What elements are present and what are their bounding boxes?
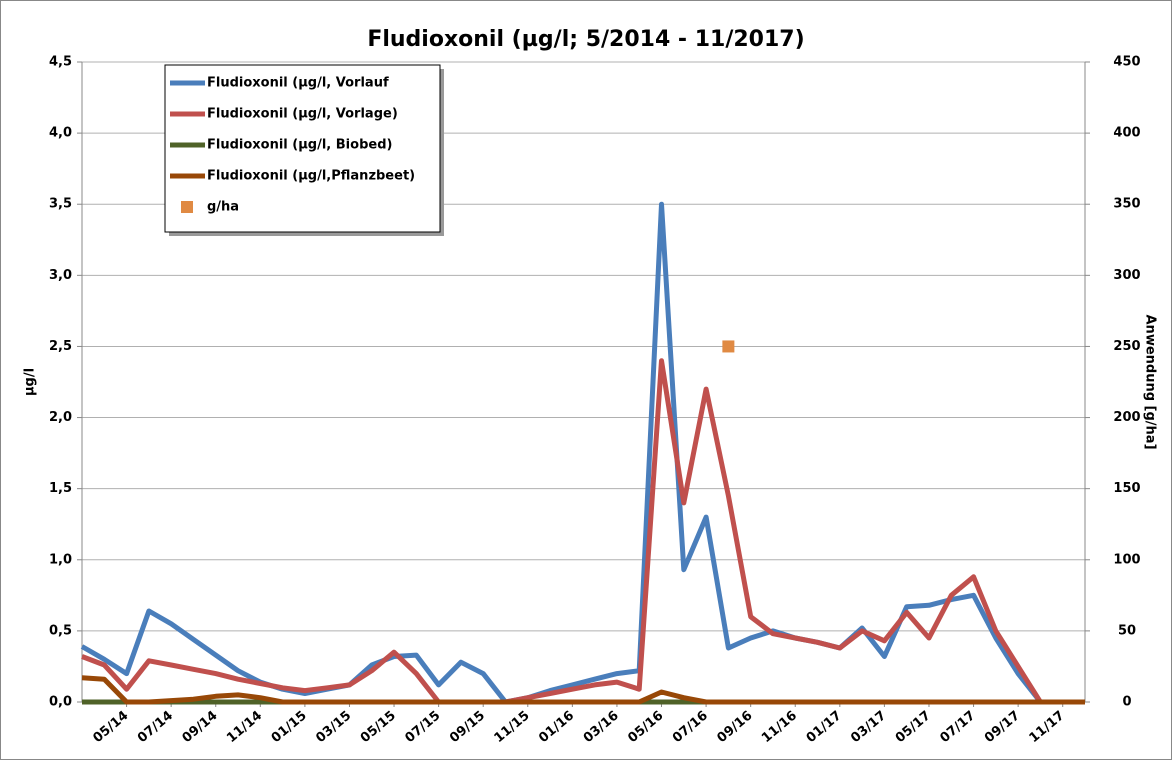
y2-tick-label: 450 [1113, 55, 1140, 70]
y2-tick-label: 200 [1113, 410, 1140, 425]
y2-axis-label: Anwendung [g/ha] [1143, 314, 1158, 449]
y-tick-label: 4,0 [49, 126, 72, 141]
series-line [80, 201, 1085, 705]
legend-label: Fludioxonil (µg/l, Biobed) [207, 138, 392, 153]
y-tick-label: 2,0 [49, 410, 72, 425]
legend [164, 64, 441, 233]
y-tick-label: 1,0 [49, 552, 72, 567]
legend-swatch [181, 201, 193, 213]
y2-tick-label: 0 [1122, 695, 1131, 710]
y-axis-label: µg/l [23, 368, 38, 396]
y2-tick-label: 350 [1113, 197, 1140, 212]
marker [722, 340, 735, 353]
series-line [81, 675, 1085, 705]
y-tick-label: 2,5 [49, 339, 72, 354]
legend-label: Fludioxonil (µg/l, Vorlauf [207, 76, 389, 91]
y-tick-label: 0,5 [49, 623, 72, 638]
y2-tick-label: 250 [1113, 339, 1140, 354]
chart-title: Fludioxonil (µg/l; 5/2014 - 11/2017) [367, 27, 804, 52]
series-line [81, 358, 1085, 705]
y-tick-label: 3,0 [49, 268, 72, 283]
y2-tick-label: 50 [1118, 623, 1136, 638]
y2-tick-label: 400 [1113, 126, 1140, 141]
y2-tick-label: 150 [1113, 481, 1140, 496]
legend-label: Fludioxonil (µg/l, Vorlage) [207, 107, 398, 122]
legend-label: g/ha [207, 200, 239, 215]
y-tick-label: 1,5 [49, 481, 72, 496]
y-tick-label: 0,0 [49, 695, 72, 710]
y-tick-label: 4,5 [49, 55, 72, 70]
y2-tick-label: 300 [1113, 268, 1140, 283]
legend-label: Fludioxonil (µg/l,Pflanzbeet) [207, 169, 415, 184]
y2-tick-label: 100 [1113, 552, 1140, 567]
y-tick-label: 3,5 [49, 197, 72, 212]
